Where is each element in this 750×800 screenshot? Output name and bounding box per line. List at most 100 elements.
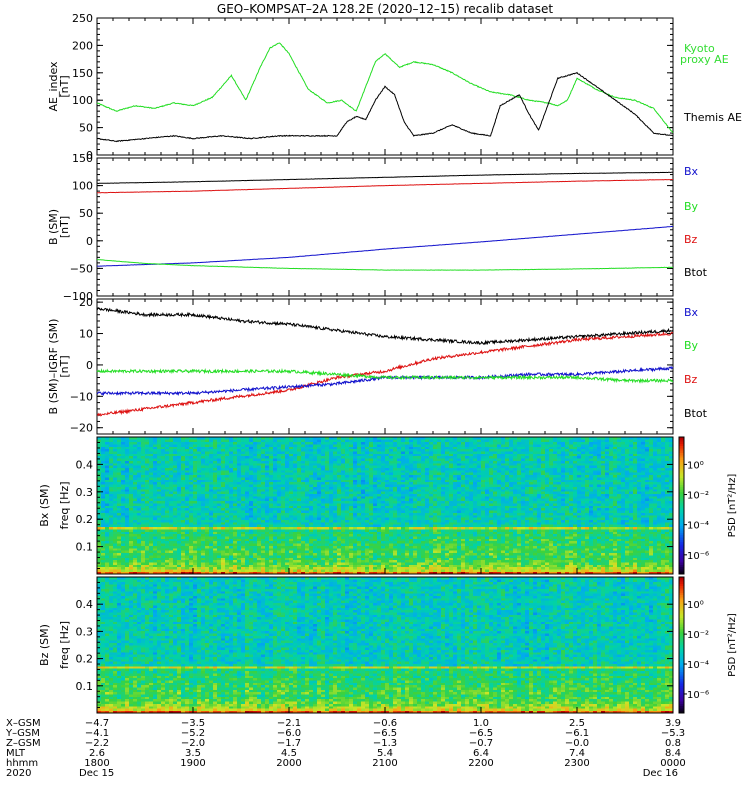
spectrogram-cell	[173, 559, 178, 563]
spectrogram-cell	[177, 488, 182, 492]
spectrogram-cell	[289, 550, 294, 554]
spectrogram-cell	[257, 493, 262, 497]
spectrogram-cell	[209, 446, 214, 450]
spectrogram-cell	[345, 517, 350, 520]
spectrogram-cell	[157, 514, 162, 518]
spectrogram-cell	[249, 555, 254, 558]
spectrogram-cell	[113, 503, 118, 506]
spectrogram-cell	[225, 566, 230, 570]
spectrogram-cell	[305, 531, 310, 535]
spectrogram-cell	[113, 569, 118, 572]
spectrogram-cell	[109, 519, 114, 523]
spectrogram-cell	[193, 503, 198, 506]
spectrogram-cell	[377, 437, 382, 440]
spectrogram-cell	[305, 500, 310, 504]
spectrogram-cell	[365, 531, 370, 535]
spectrogram-cell	[241, 533, 246, 537]
spectrogram-cell	[189, 505, 194, 509]
spectrogram-cell	[249, 479, 254, 483]
spectrogram-cell	[125, 510, 130, 513]
spectrogram-cell	[277, 439, 282, 443]
spectrogram-cell	[269, 543, 274, 546]
spectrogram-cell	[225, 564, 230, 568]
spectrogram-cell	[353, 488, 358, 492]
spectrogram-cell	[317, 481, 322, 485]
spectrogram-cell	[269, 462, 274, 466]
spectrogram-cell	[345, 455, 350, 459]
spectrogram-cell	[293, 503, 298, 506]
spectrogram-cell	[117, 448, 122, 452]
spectrogram-cell	[361, 529, 366, 532]
spectrogram-cell	[377, 444, 382, 447]
spectrogram-cell	[361, 571, 366, 575]
spectrogram-cell	[261, 448, 266, 452]
spectrogram-cell	[105, 458, 110, 461]
spectrogram-cell	[269, 467, 274, 471]
spectrogram-cell	[309, 458, 314, 461]
spectrogram-cell	[289, 529, 294, 532]
spectrogram-cell	[329, 472, 334, 476]
spectrogram-cell	[365, 550, 370, 554]
spectrogram-cell	[341, 439, 346, 443]
spectrogram-cell	[269, 500, 274, 504]
spectrogram-cell	[265, 569, 270, 572]
spectrogram-cell	[353, 514, 358, 518]
spectrogram-cell	[313, 437, 318, 440]
spectrogram-cell	[153, 519, 158, 523]
spectrogram-cell	[265, 465, 270, 468]
spectrogram-cell	[153, 543, 158, 546]
spectrogram-cell	[381, 550, 386, 554]
spectrogram-cell	[177, 526, 182, 530]
spectrogram-cell	[217, 472, 222, 476]
spectrogram-cell	[245, 439, 250, 443]
spectrogram-cell	[293, 548, 298, 551]
spectrogram-cell	[153, 467, 158, 471]
spectrogram-cell	[317, 548, 322, 551]
spectrogram-cell	[249, 439, 254, 443]
spectrogram-cell	[393, 467, 398, 471]
spectrogram-cell	[141, 526, 146, 530]
spectrogram-cell	[101, 484, 106, 487]
spectrogram-cell	[121, 500, 126, 504]
spectrogram-cell	[289, 571, 294, 575]
spectrogram-cell	[381, 441, 386, 445]
spectrogram-cell	[257, 562, 262, 565]
spectrogram-cell	[297, 453, 302, 457]
spectrogram-cell	[253, 531, 258, 535]
spectrogram-cell	[157, 571, 162, 575]
spectrogram-cell	[141, 510, 146, 513]
spectrogram-cell	[373, 543, 378, 546]
spectrogram-cell	[165, 566, 170, 570]
spectrogram-cell	[137, 526, 142, 530]
spectrogram-cell	[173, 503, 178, 506]
spectrogram-cell	[381, 522, 386, 525]
spectrogram-cell	[333, 514, 338, 518]
spectrogram-cell	[145, 441, 150, 445]
spectrogram-cell	[361, 550, 366, 554]
spectrogram-cell	[125, 474, 130, 478]
spectrogram-cell	[161, 517, 166, 520]
spectrogram-cell	[241, 545, 246, 549]
spectrogram-cell	[193, 522, 198, 525]
spectrogram-cell	[289, 458, 294, 461]
spectrogram-cell	[193, 505, 198, 509]
spectrogram-cell	[281, 548, 286, 551]
spectrogram-cell	[157, 470, 162, 473]
spectrogram-cell	[221, 538, 226, 542]
spectrogram-cell	[217, 529, 222, 532]
spectrogram-cell	[265, 562, 270, 565]
spectrogram-cell	[393, 500, 398, 504]
spectrogram-cell	[337, 540, 342, 544]
spectrogram-cell	[397, 514, 402, 518]
spectrogram-cell	[389, 439, 394, 443]
spectrogram-cell	[161, 566, 166, 570]
spectrogram-cell	[141, 507, 146, 511]
spectrogram-cell	[153, 477, 158, 480]
spectrogram-cell	[149, 559, 154, 563]
spectrogram-cell	[253, 557, 258, 561]
spectrogram-cell	[285, 500, 290, 504]
spectrogram-cell	[117, 446, 122, 450]
spectrogram-cell	[265, 460, 270, 464]
spectrogram-cell	[365, 472, 370, 476]
spectrogram-cell	[357, 491, 362, 494]
